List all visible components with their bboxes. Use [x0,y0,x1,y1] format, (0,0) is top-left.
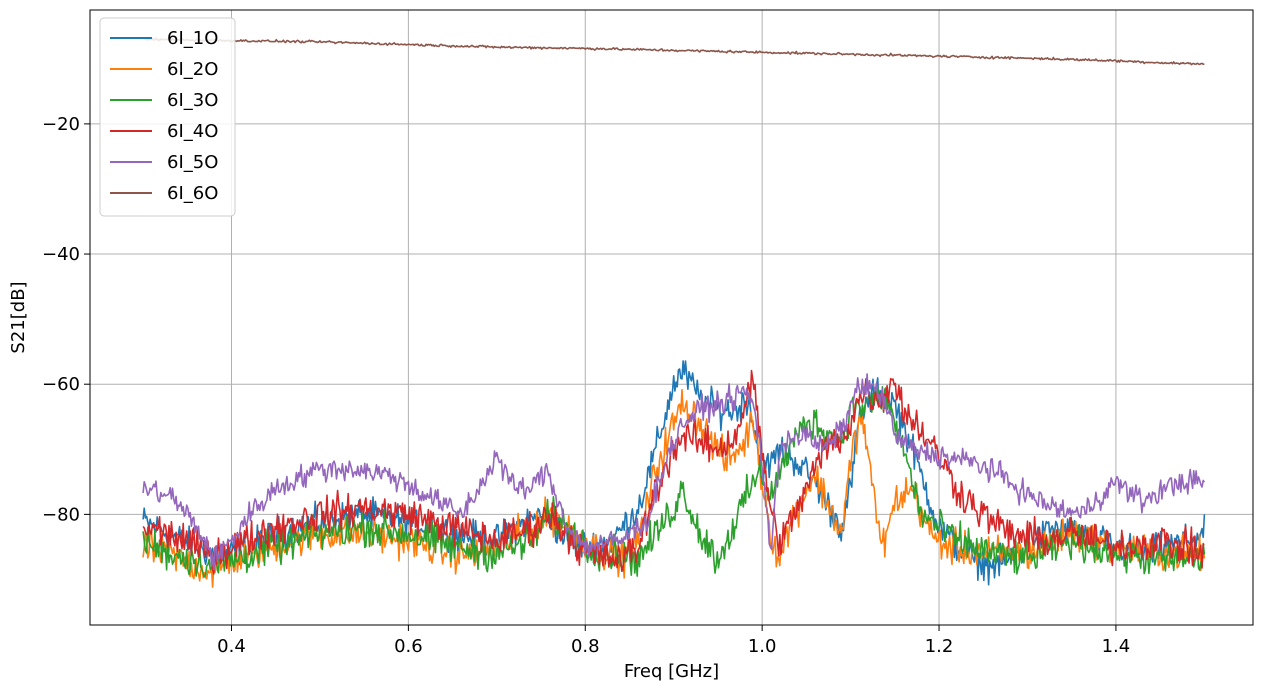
series-line-6I_6O [142,37,1205,66]
legend-entry-label: 6I_6O [167,183,218,204]
legend: 6I_1O 6I_2O 6I_3O 6I_4O 6I_5O 6I_6O [99,17,236,217]
x-tick-label: 0.8 [571,636,600,657]
y-tick-label: −60 [42,374,80,395]
legend-entry-label: 6I_1O [167,28,218,49]
y-tick-label: −80 [42,504,80,525]
y-axis-label: S21[dB] [8,281,29,353]
x-axis-label: Freq [GHz] [624,661,719,682]
legend-entry-label: 6I_5O [167,152,218,173]
y-tick-label: −20 [42,114,80,135]
series-line-6I_3O [142,386,1206,578]
legend-box [99,17,236,217]
x-tick-label: 1.4 [1102,636,1131,657]
x-tick-label: 1.2 [925,636,954,657]
plot-area-frame [89,9,1254,626]
axis-ticks: 0.4 0.6 0.8 1.0 1.2 1.4 −80 −60 −40 −20 [42,114,1130,657]
series-line-6I_2O [142,388,1206,588]
y-tick-label: −40 [42,244,80,265]
legend-entry-label: 6I_3O [167,90,218,111]
legend-entry-label: 6I_2O [167,59,218,80]
legend-entry-label: 6I_4O [167,121,218,142]
series-line-6I_5O [142,373,1206,571]
x-tick-label: 0.6 [394,636,423,657]
x-tick-label: 1.0 [748,636,777,657]
x-tick-label: 0.4 [217,636,246,657]
series-lines [142,37,1206,588]
series-line-6I_4O [142,369,1205,575]
